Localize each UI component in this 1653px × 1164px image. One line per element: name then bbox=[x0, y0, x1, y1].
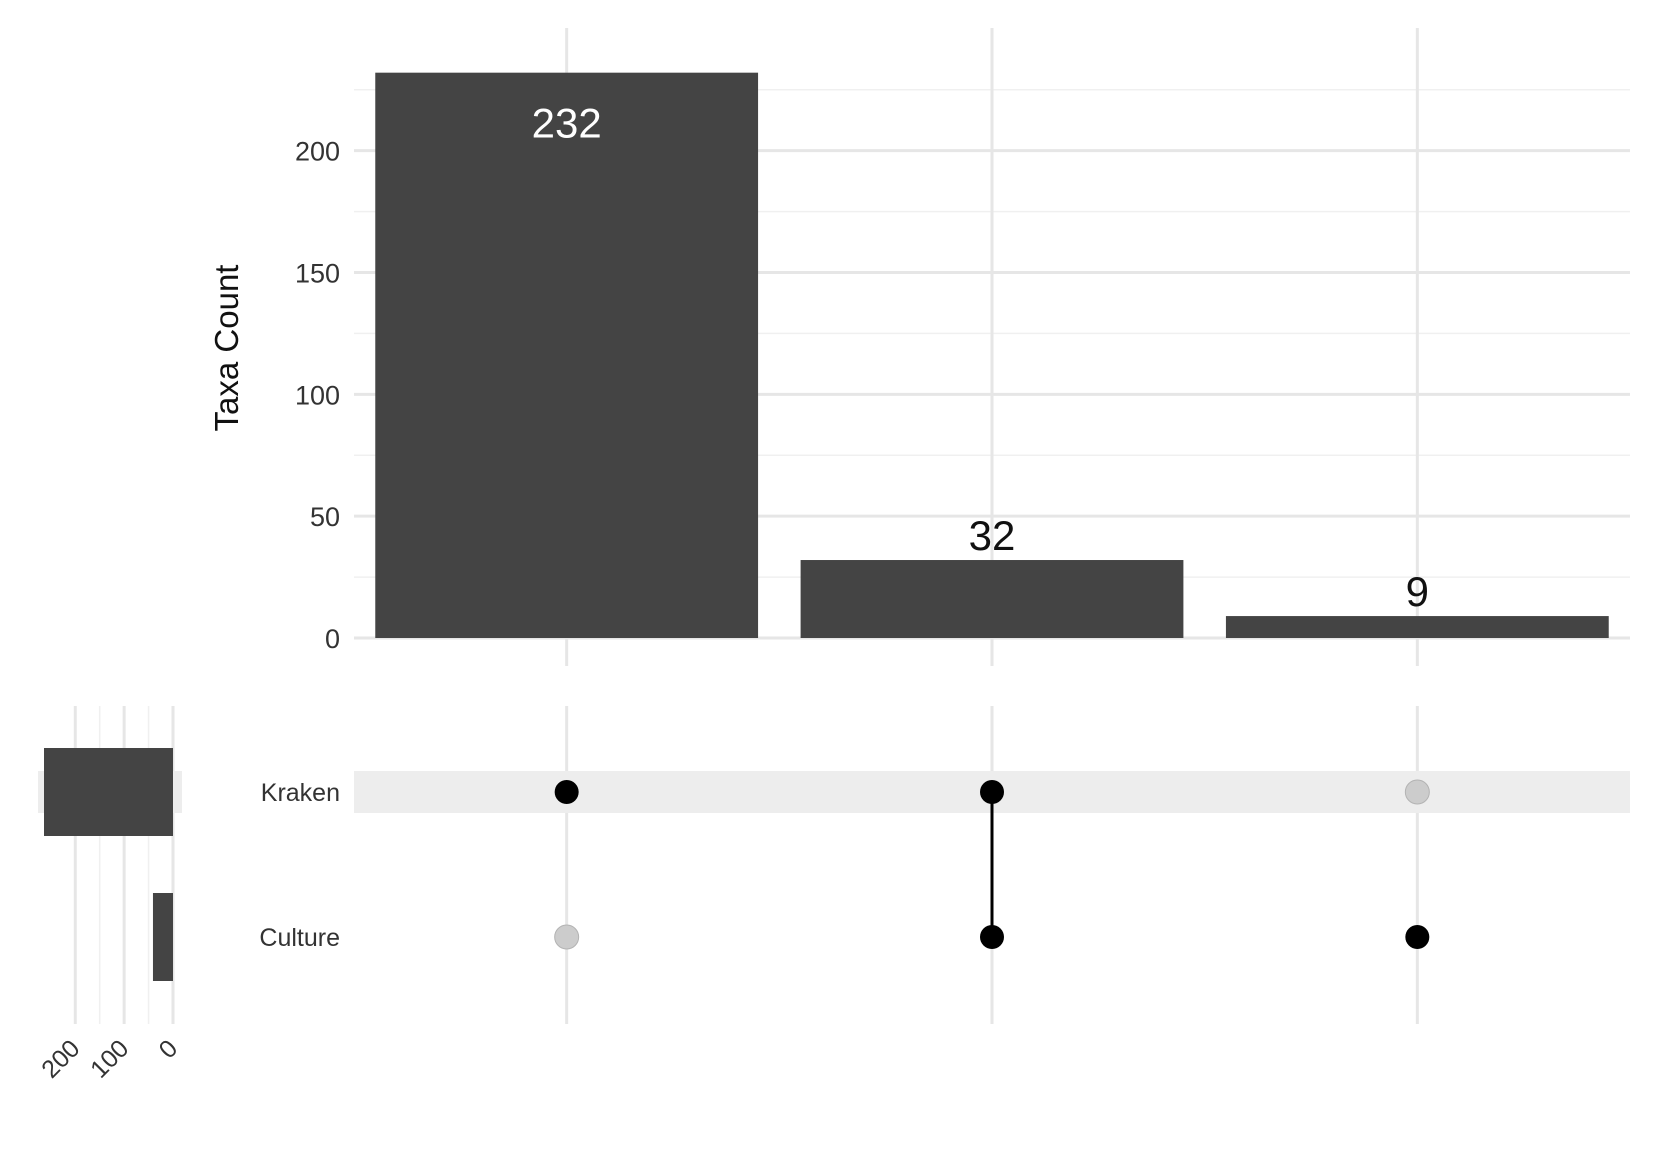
membership-dot-active bbox=[554, 780, 579, 804]
grid-layer bbox=[73, 28, 1630, 1024]
bar-value-label: 32 bbox=[969, 512, 1016, 559]
y-tick-label: 0 bbox=[325, 624, 340, 654]
y-tick-label: 100 bbox=[295, 380, 340, 410]
intersection-bars bbox=[375, 72, 1609, 638]
set-size-bars bbox=[44, 748, 173, 981]
intersection-bar bbox=[1225, 616, 1609, 638]
set-size-tick-label: 100 bbox=[85, 1034, 134, 1083]
y-tick-label: 50 bbox=[310, 502, 340, 532]
set-size-bar bbox=[152, 893, 173, 981]
intersection-bar bbox=[375, 72, 759, 638]
bar-value-label: 232 bbox=[532, 100, 602, 147]
set-size-bar bbox=[44, 748, 173, 836]
membership-dot-inactive bbox=[1404, 779, 1430, 805]
set-name-label: Culture bbox=[259, 924, 340, 952]
membership-dot-active bbox=[980, 925, 1004, 949]
membership-dot-inactive bbox=[554, 924, 580, 950]
set-name-label: Kraken bbox=[261, 779, 340, 807]
membership-dot-active bbox=[980, 780, 1004, 804]
membership-matrix bbox=[554, 779, 1430, 950]
set-size-tick-label: 200 bbox=[36, 1034, 85, 1083]
set-size-tick-label: 0 bbox=[154, 1034, 184, 1064]
y-tick-label: 200 bbox=[295, 137, 340, 167]
y-axis-title: Taxa Count bbox=[208, 265, 245, 432]
membership-dot-active bbox=[1405, 925, 1430, 949]
bar-value-label: 9 bbox=[1406, 568, 1429, 615]
intersection-bar bbox=[800, 560, 1184, 638]
y-tick-label: 150 bbox=[295, 258, 340, 288]
